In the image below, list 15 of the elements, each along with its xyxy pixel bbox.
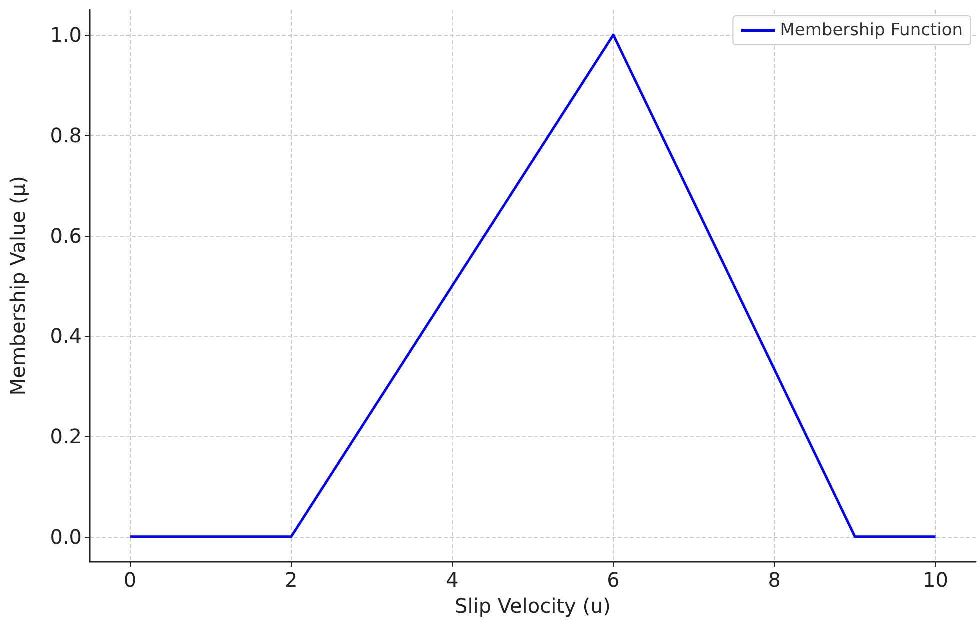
y-tick-label: 0.4: [50, 324, 82, 348]
x-tick-label: 4: [446, 568, 459, 592]
x-tick-label: 2: [284, 568, 298, 592]
y-tick-label: 0.2: [50, 424, 82, 449]
y-tick-label: 0.6: [50, 224, 82, 248]
x-tick-label: 6: [607, 568, 620, 592]
x-tick-label: 10: [923, 568, 948, 592]
y-axis-title: Membership Value (μ): [6, 176, 30, 396]
y-tick-label: 1.0: [50, 23, 82, 48]
y-tick-label: 0.0: [50, 524, 82, 549]
x-axis-title: Slip Velocity (u): [455, 594, 611, 618]
x-tick-label: 0: [124, 568, 137, 592]
y-tick-label: 0.8: [50, 123, 82, 148]
x-tick-label: 8: [768, 568, 782, 592]
legend-label: Membership Function: [780, 20, 964, 40]
